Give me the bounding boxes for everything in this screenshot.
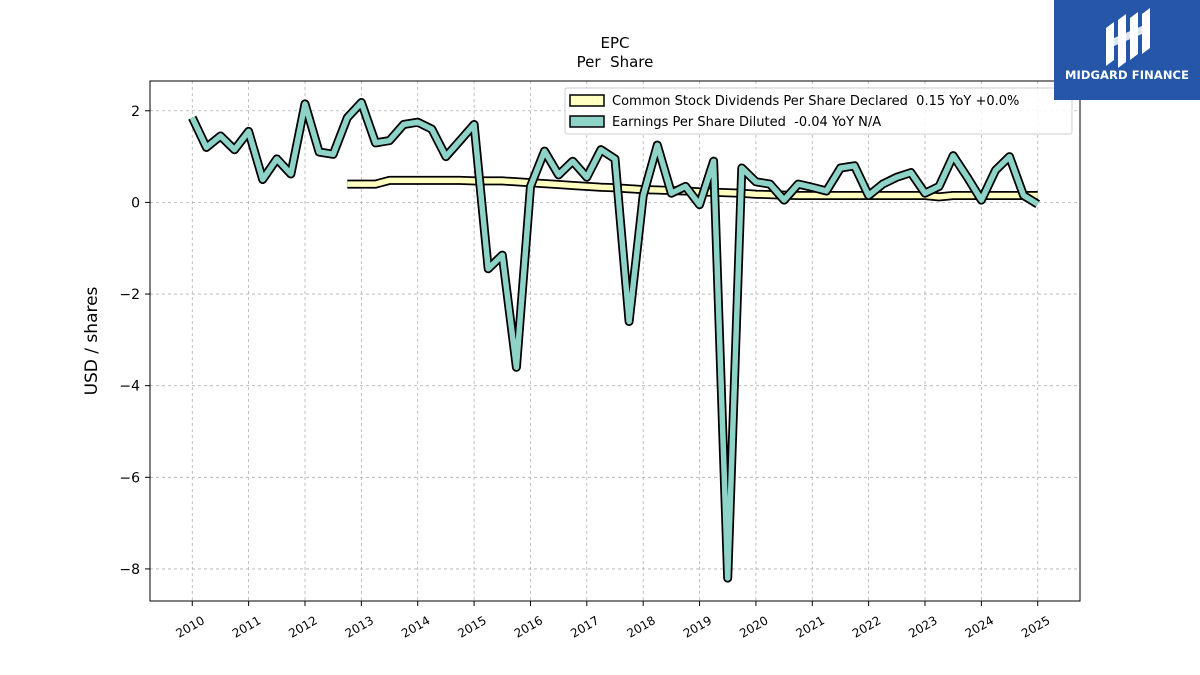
legend: Common Stock Dividends Per Share Declare… [564, 87, 1073, 135]
x-tick-label: 2015 [455, 613, 488, 640]
x-tick-label: 2010 [174, 613, 207, 640]
y-tick-label: −6 [119, 470, 140, 486]
x-tick-label: 2025 [1019, 613, 1052, 640]
plot-frame [149, 80, 1081, 602]
x-tick-label: 2014 [399, 613, 432, 640]
logo-text: MIDGARD FINANCE [1064, 68, 1190, 82]
legend-swatch-eps [569, 115, 605, 128]
eps-series-line [189, 99, 1040, 581]
y-tick-label: −2 [119, 287, 140, 303]
y-axis-label: USD / shares [82, 286, 102, 395]
y-tick-label: 0 [131, 195, 140, 211]
series-layer [188, 98, 1041, 583]
x-tick-label: 2012 [286, 613, 319, 640]
legend-box [564, 87, 1073, 135]
x-tick-label: 2013 [343, 613, 376, 640]
logo-mark-icon [1106, 8, 1150, 68]
legend-label-eps: Earnings Per Share Diluted -0.04 YoY N/A [612, 115, 881, 130]
y-tick-label: −8 [119, 562, 140, 578]
x-tick-label: 2017 [568, 613, 601, 640]
y-tick-label: −4 [119, 379, 140, 395]
x-tick-label: 2021 [794, 613, 827, 640]
x-tick-label: 2023 [906, 613, 939, 640]
x-tick-label: 2016 [512, 613, 545, 640]
x-tick-label: 2022 [850, 613, 883, 640]
chart-subtitle: Per Share [577, 53, 654, 71]
legend-swatch-dividends [569, 94, 605, 107]
chart-title: EPC [601, 34, 630, 52]
x-tick-label: 2024 [963, 613, 996, 640]
x-tick-label: 2019 [681, 613, 714, 640]
midgard-finance-logo: MIDGARD FINANCE [1054, 0, 1200, 100]
x-tick-label: 2018 [624, 613, 657, 640]
y-tick-label: 2 [131, 104, 140, 120]
legend-label-dividends: Common Stock Dividends Per Share Declare… [612, 94, 1019, 109]
x-tick-label: 2011 [230, 613, 263, 640]
x-tick-label: 2020 [737, 613, 770, 640]
